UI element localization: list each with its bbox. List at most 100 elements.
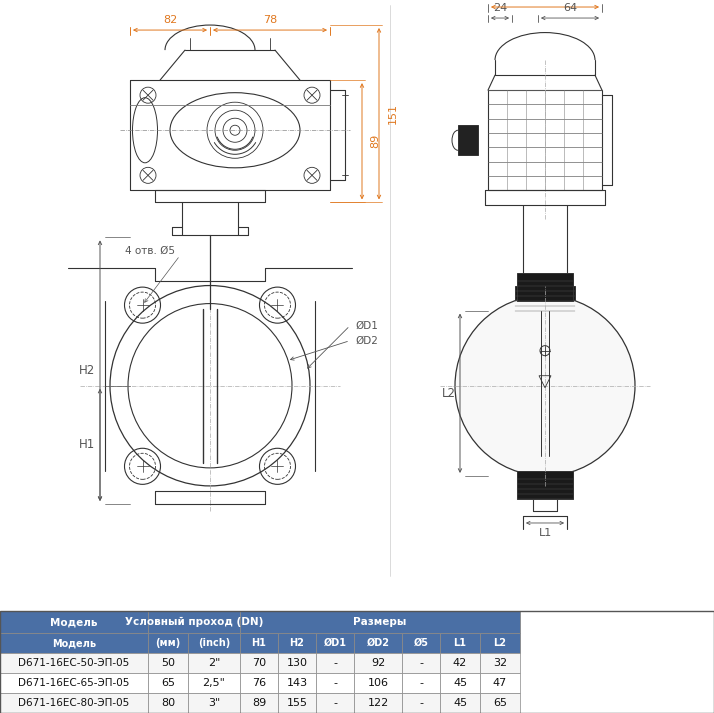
Text: 76: 76	[252, 678, 266, 688]
Bar	[354, 693, 402, 713]
Bar	[148, 673, 188, 693]
Text: 24: 24	[493, 3, 507, 13]
Text: -: -	[333, 698, 337, 708]
Text: L2: L2	[493, 638, 506, 648]
Bar	[354, 653, 402, 673]
Text: 64: 64	[563, 3, 577, 13]
Text: 32: 32	[493, 658, 507, 668]
Text: 42: 42	[453, 658, 467, 668]
Text: 155: 155	[286, 698, 308, 708]
Bar	[354, 633, 402, 653]
Text: 82: 82	[163, 15, 177, 25]
Bar	[240, 673, 278, 693]
Bar	[480, 633, 520, 653]
Bar	[316, 633, 354, 653]
Text: -: -	[333, 678, 337, 688]
Text: D671-16ЕС-80-ЭП-05: D671-16ЕС-80-ЭП-05	[19, 698, 130, 708]
Bar	[240, 693, 278, 713]
Text: 78: 78	[263, 15, 277, 25]
Bar	[0, 673, 148, 693]
Text: 151: 151	[388, 103, 398, 124]
Text: 89: 89	[370, 134, 380, 148]
Bar	[148, 693, 188, 713]
Text: 50: 50	[161, 658, 175, 668]
Text: H2: H2	[290, 638, 304, 648]
Bar	[240, 633, 278, 653]
Bar	[458, 125, 478, 155]
Text: 2,5": 2,5"	[203, 678, 226, 688]
Bar	[188, 653, 240, 673]
Text: 130: 130	[286, 658, 308, 668]
Bar	[0, 633, 148, 653]
Bar	[278, 693, 316, 713]
Bar	[188, 693, 240, 713]
Text: H2: H2	[79, 364, 95, 377]
Bar	[440, 693, 480, 713]
Bar	[0, 611, 148, 633]
Bar	[188, 673, 240, 693]
Text: 47: 47	[493, 678, 507, 688]
Bar	[148, 633, 188, 653]
Bar	[402, 633, 440, 653]
Text: Модель: Модель	[50, 617, 98, 627]
Text: D671-16ЕС-65-ЭП-05: D671-16ЕС-65-ЭП-05	[19, 678, 130, 688]
Text: Условный проход (DN): Условный проход (DN)	[125, 617, 263, 627]
Text: ØD2: ØD2	[366, 638, 390, 648]
Text: 92: 92	[371, 658, 385, 668]
Text: L1: L1	[453, 638, 466, 648]
Text: Ø5: Ø5	[413, 638, 428, 648]
Bar	[517, 272, 573, 301]
Text: 65: 65	[161, 678, 175, 688]
Bar	[517, 471, 573, 499]
Text: -: -	[419, 698, 423, 708]
Bar	[480, 653, 520, 673]
Bar	[354, 673, 402, 693]
Circle shape	[455, 296, 635, 476]
Bar	[480, 693, 520, 713]
Bar	[316, 693, 354, 713]
Text: -: -	[419, 678, 423, 688]
Text: 45: 45	[453, 678, 467, 688]
Text: 143: 143	[286, 678, 308, 688]
Text: ØD1: ØD1	[355, 321, 378, 331]
Bar	[278, 653, 316, 673]
Text: H1: H1	[79, 438, 95, 451]
Bar	[440, 673, 480, 693]
Bar	[278, 673, 316, 693]
Bar	[188, 633, 240, 653]
Text: -: -	[419, 658, 423, 668]
Bar	[240, 653, 278, 673]
Text: 70: 70	[252, 658, 266, 668]
Text: 114: 114	[535, 0, 555, 2]
Bar	[148, 653, 188, 673]
Text: 106: 106	[368, 678, 388, 688]
Bar	[440, 633, 480, 653]
Bar	[0, 693, 148, 713]
Bar	[0, 653, 148, 673]
Bar	[480, 673, 520, 693]
Text: L1: L1	[538, 528, 552, 538]
Text: ØD2: ØD2	[355, 336, 378, 346]
Text: H1: H1	[251, 638, 266, 648]
Bar	[278, 633, 316, 653]
Text: 65: 65	[493, 698, 507, 708]
Bar	[316, 653, 354, 673]
Text: L2: L2	[442, 386, 456, 400]
Text: 3": 3"	[208, 698, 220, 708]
Bar	[148, 611, 240, 633]
Bar	[440, 653, 480, 673]
Text: -: -	[333, 658, 337, 668]
Text: ØD1: ØD1	[323, 638, 346, 648]
Bar	[316, 673, 354, 693]
Text: Модель: Модель	[52, 638, 96, 648]
Bar	[240, 611, 520, 633]
Text: 89: 89	[252, 698, 266, 708]
Text: 80: 80	[161, 698, 175, 708]
Text: Размеры: Размеры	[353, 617, 407, 627]
Bar	[402, 673, 440, 693]
Text: (inch): (inch)	[198, 638, 230, 648]
Text: 122: 122	[368, 698, 388, 708]
Bar	[0, 611, 714, 713]
Text: 45: 45	[453, 698, 467, 708]
Bar	[402, 653, 440, 673]
